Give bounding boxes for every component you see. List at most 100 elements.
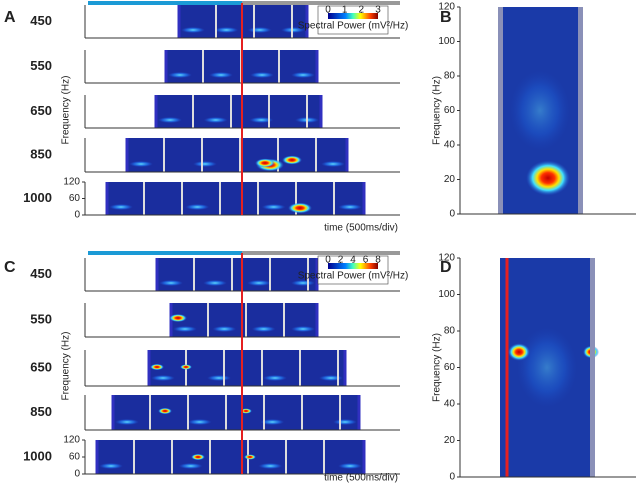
edge <box>498 7 503 214</box>
spectral-blob <box>212 326 237 332</box>
spectral-blob <box>247 280 271 286</box>
colorbar-label: Spectral Power (mV²/Hz) <box>298 21 409 32</box>
spectral-blob <box>168 72 192 78</box>
spectrogram <box>96 440 365 474</box>
y-tick-label: 120 <box>438 2 455 13</box>
spectral-blob <box>193 161 217 167</box>
y-tick-label: 100 <box>438 289 455 300</box>
y-tick-label: 0 <box>449 472 455 483</box>
spectral-blob <box>150 363 164 371</box>
spectral-blob <box>288 202 312 214</box>
y-tick-label: 40 <box>444 140 456 151</box>
spectral-blob <box>151 375 175 381</box>
spectral-blob <box>115 419 139 425</box>
spectral-blob <box>180 364 192 370</box>
time-bar <box>88 1 242 5</box>
spectral-blob <box>247 27 272 33</box>
y-axis-label: Frequency (Hz) <box>432 333 443 402</box>
y-tick-label: 0 <box>74 210 80 221</box>
colorbar-tick: 4 <box>350 255 356 266</box>
colorbar-tick: 3 <box>375 5 381 16</box>
colorbar-frame <box>317 255 389 285</box>
spectral-blob <box>207 375 231 381</box>
y-tick-label: 100 <box>438 36 455 47</box>
spectral-blob <box>260 419 285 425</box>
y-axis-label: Frequency (Hz) <box>61 76 72 145</box>
row-label: 550 <box>30 58 52 73</box>
time-bar <box>242 251 400 255</box>
y-tick-label: 60 <box>69 193 81 204</box>
y-tick-label: 80 <box>444 71 456 82</box>
spectrogram <box>170 303 318 337</box>
y-tick-label: 60 <box>444 362 456 373</box>
row-label: 1000 <box>23 448 52 463</box>
colorbar-tick: 0 <box>325 255 331 266</box>
spectral-blob <box>258 463 283 469</box>
spectrogram <box>148 350 346 386</box>
spectral-blob <box>214 27 239 33</box>
spectral-blob <box>291 72 315 78</box>
spectral-blob <box>319 375 343 381</box>
row-label: 450 <box>30 13 52 28</box>
spectral-blob <box>263 375 287 381</box>
x-axis-label: time (500ms/div) <box>324 473 398 484</box>
spectral-blob <box>159 280 183 286</box>
y-tick-label: 20 <box>444 174 456 185</box>
colorbar <box>328 13 378 19</box>
colorbar-tick: 0 <box>325 5 331 16</box>
y-tick-label: 40 <box>444 399 456 410</box>
spectral-blob <box>255 158 275 168</box>
colorbar-tick: 6 <box>363 255 369 266</box>
spectral-blob <box>261 204 286 210</box>
spectral-blob <box>178 463 203 469</box>
colorbar-tick: 2 <box>359 5 365 16</box>
spectral-blob <box>203 117 228 123</box>
colorbar <box>328 263 378 269</box>
spectral-blob <box>191 453 205 461</box>
spectral-blob <box>517 327 577 408</box>
colorbar-tick: 1 <box>342 5 348 16</box>
spectral-blob <box>185 204 210 210</box>
spectral-blob <box>250 72 274 78</box>
colorbar-label: Spectral Power (mV²/Hz) <box>298 271 409 282</box>
y-axis-label: Frequency (Hz) <box>432 76 443 145</box>
spectrogram <box>106 182 365 215</box>
y-tick-label: 0 <box>449 209 455 220</box>
spectral-blob <box>244 454 256 460</box>
spectrogram <box>155 95 322 128</box>
row-label: 450 <box>30 266 52 281</box>
spectral-blob <box>181 27 205 33</box>
y-tick-label: 80 <box>444 326 456 337</box>
spectral-blob <box>321 161 345 167</box>
edge <box>590 258 595 477</box>
colorbar-frame <box>317 5 389 35</box>
spectral-blob <box>129 161 153 167</box>
y-tick-label: 120 <box>63 177 80 188</box>
panel-label: A <box>4 9 16 26</box>
spectral-blob <box>291 326 315 332</box>
spectral-blob <box>158 407 172 415</box>
spectral-blob <box>203 280 227 286</box>
y-axis-label: Frequency (Hz) <box>61 332 72 401</box>
spectral-blob <box>526 160 570 196</box>
spectral-blob <box>209 72 233 78</box>
spectral-blob <box>333 419 357 425</box>
row-label: 850 <box>30 404 52 419</box>
spectral-blob <box>251 326 276 332</box>
spectral-blob <box>338 463 362 469</box>
spectrogram <box>156 258 318 291</box>
spectral-blob <box>508 343 530 361</box>
row-label: 650 <box>30 359 52 374</box>
edge <box>578 7 583 214</box>
y-tick-label: 60 <box>444 105 456 116</box>
spectral-blob <box>338 204 362 210</box>
panel-label: C <box>4 259 16 276</box>
spectral-blob <box>282 155 302 165</box>
spectrogram <box>112 395 360 430</box>
y-tick-label: 0 <box>74 469 80 480</box>
colorbar-tick: 8 <box>375 255 381 266</box>
row-label: 650 <box>30 103 52 118</box>
panel-label: B <box>440 9 452 26</box>
row-label: 1000 <box>23 190 52 205</box>
